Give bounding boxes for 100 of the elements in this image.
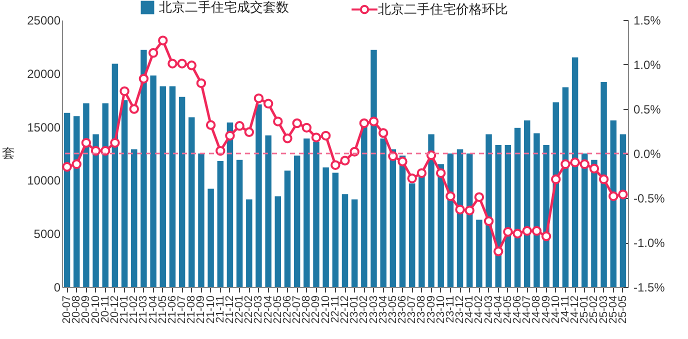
bar [265,135,272,287]
point [359,118,370,128]
point [368,116,379,126]
point [484,216,494,226]
point [234,121,244,131]
y-tick-label: 0 [54,280,61,294]
point [493,246,504,256]
x-tick-label: 21-06 [166,296,178,324]
bar [74,116,80,287]
bar [495,144,502,287]
x-tick-label: 24-09 [540,296,552,324]
bar [476,220,482,287]
bar [284,170,291,287]
x-tick-label: 23-02 [358,296,370,324]
x-tick-label: 21-09 [195,296,208,324]
bar [591,160,598,287]
bar [83,103,90,287]
x-tick-label: 24-02 [473,296,486,324]
bar [572,57,578,287]
point [148,48,158,58]
point [608,191,618,202]
y-tick-label: 15000 [27,120,61,134]
x-tick-label: 24-11 [559,296,572,323]
point [206,120,216,130]
point [282,134,292,144]
bar [313,142,320,287]
bar [208,188,214,287]
point [570,158,580,168]
y2-tick-label: 0.0% [634,147,662,161]
bar [524,120,530,287]
point [196,78,206,88]
point [580,159,590,170]
legend-label: 北京二手住宅成交套数 [159,0,289,14]
x-tick-label: 24-03 [482,296,495,324]
point [72,159,82,170]
bar [428,134,434,287]
y-tick-label: 25000 [27,14,61,28]
bar [131,149,138,287]
y-axis-title: 套 [2,146,15,160]
bar [342,194,348,287]
y2-tick-label: -0.5% [634,192,666,206]
bar [169,86,176,287]
x-tick-label: 22-09 [310,296,322,324]
bar [160,86,166,287]
point [455,204,465,214]
y2-tick-label: -1.0% [634,236,666,250]
point [503,226,513,237]
x-tick-label: 21-12 [224,296,236,324]
x-tick-label: 23-09 [425,296,438,324]
point [560,159,570,170]
bar [188,117,195,287]
bar [256,104,262,287]
x-tick-label: 23-11 [444,296,456,323]
point [416,168,427,178]
x-tick-label: 24-04 [492,296,504,324]
y2-tick-label: -1.5% [634,280,666,294]
point [168,58,178,68]
point [340,156,350,166]
y2-tick-label: 0.5% [634,102,662,116]
point [532,226,542,236]
point [311,132,322,142]
point [177,58,187,68]
point [618,190,628,200]
x-tick-label: 22-05 [272,296,284,324]
point [302,122,312,133]
bar [600,82,607,287]
point [129,104,139,114]
point [512,228,522,238]
point [244,127,254,138]
point [110,138,120,148]
point [273,116,283,126]
bar [92,134,99,287]
bar [178,96,186,287]
x-tick-label: 24-10 [550,296,562,324]
bar [486,134,492,287]
x-tick-label: 22-11 [329,296,342,323]
x-tick-label: 24-05 [502,296,514,324]
point [446,191,456,202]
x-tick-label: 22-10 [320,296,332,324]
point [474,192,484,202]
point [407,174,417,184]
bar [198,154,204,287]
y-tick-label: 20000 [27,66,61,81]
x-tick-label: 25-05 [616,296,629,324]
x-tick-label: 22-12 [339,296,351,324]
x-tick-label: 20-12 [108,296,121,324]
bar [236,160,243,287]
x-tick-label: 23-10 [434,296,447,324]
x-tick-label: 22-06 [281,296,294,324]
point [225,130,235,141]
bar [102,103,108,287]
bar [294,156,300,287]
x-tick-label: 20-09 [80,296,92,324]
point [263,98,274,109]
x-tick-label: 25-04 [607,296,620,324]
legend-label: 北京二手住宅价格环比 [378,2,508,16]
bar [438,164,444,287]
bar [64,112,70,287]
x-tick-label: 21-04 [147,296,160,324]
x-tick-label: 25-03 [598,296,610,324]
